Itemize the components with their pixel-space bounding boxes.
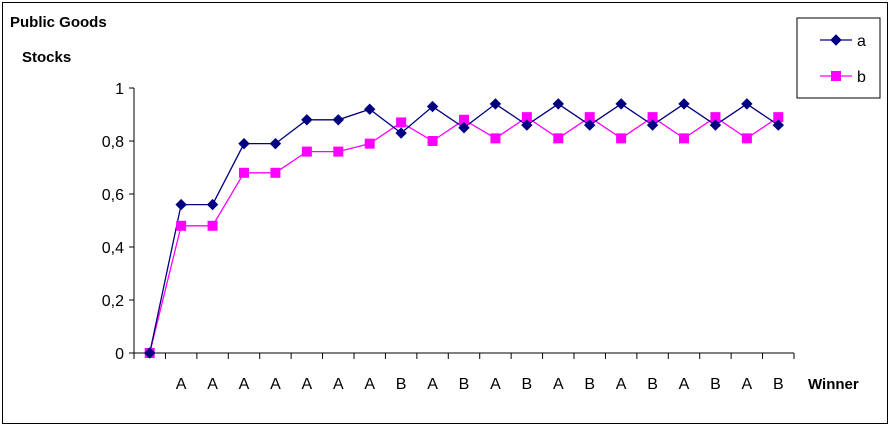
y-axis-title-line1: Public Goods (10, 14, 107, 31)
x-tick-label: B (773, 376, 784, 393)
data-point-a (175, 198, 187, 211)
data-point-a (678, 98, 690, 110)
y-tick-label: 0,4 (102, 240, 124, 257)
series-line-b (149, 116, 779, 354)
data-point-a (144, 347, 156, 359)
data-point-a (206, 198, 219, 211)
data-point-b (364, 138, 375, 149)
x-tick-label: B (522, 376, 533, 393)
data-point-b (396, 117, 407, 128)
x-tick-label: A (207, 376, 218, 393)
data-point-a (301, 114, 313, 126)
y-tick-label: 0 (115, 346, 124, 363)
x-tick-label: B (396, 376, 407, 393)
x-tick-label: B (459, 376, 470, 393)
data-point-b (176, 220, 187, 231)
series-markers (144, 98, 784, 359)
x-tick-label: A (176, 376, 187, 393)
data-point-a (709, 119, 722, 131)
legend: ab (796, 17, 881, 99)
y-tick-label: 0,2 (102, 293, 124, 310)
legend-label-b: b (857, 69, 866, 86)
data-point-b (490, 133, 501, 144)
data-point-b (207, 220, 218, 231)
x-tick-label: A (742, 376, 753, 393)
data-point-b (679, 133, 689, 144)
data-point-a (741, 98, 753, 110)
data-point-a (646, 119, 659, 131)
x-tick-label: A (490, 376, 501, 393)
y-tick-label: 0,8 (102, 134, 124, 151)
data-point-a (332, 114, 344, 126)
data-point-a (238, 137, 250, 150)
data-point-a (584, 119, 596, 131)
legend-marker-a (830, 34, 842, 46)
data-point-a (458, 122, 470, 134)
legend-label-a: a (857, 33, 866, 50)
y-tick-label: 0,6 (102, 187, 124, 204)
y-axis-title-line2: Stocks (22, 49, 71, 66)
data-point-b (427, 136, 438, 146)
data-point-a (552, 98, 564, 110)
x-tick-label: A (679, 376, 690, 393)
x-tick-label: B (647, 376, 658, 393)
data-point-a (489, 98, 502, 110)
data-point-b (270, 167, 281, 178)
data-point-b (553, 133, 564, 144)
data-point-a (772, 119, 784, 131)
y-tick-labels: 0 0,2 0,4 0,6 0,8 1 (102, 81, 124, 363)
x-tick-label: A (333, 376, 344, 393)
axes (129, 87, 795, 359)
data-point-b (616, 133, 627, 144)
data-point-b (741, 133, 752, 144)
data-point-a (395, 127, 407, 139)
y-tick-label: 1 (115, 81, 124, 98)
x-tick-label: A (553, 376, 564, 393)
x-tick-label: A (239, 376, 250, 393)
x-tick-label: B (584, 376, 595, 393)
data-point-a (269, 137, 282, 150)
x-tick-label: B (710, 376, 721, 393)
legend-marker-b (831, 71, 841, 81)
x-tick-label: A (302, 376, 313, 393)
x-tick-label: A (616, 376, 627, 393)
data-point-a (615, 98, 627, 110)
x-tick-label: A (427, 376, 438, 393)
x-tick-label: A (364, 376, 375, 393)
data-point-b (239, 167, 249, 178)
data-point-a (426, 100, 439, 113)
data-point-b (301, 146, 312, 157)
data-point-a (364, 103, 376, 115)
x-axis-title: Winner (808, 376, 859, 393)
data-point-a (521, 119, 533, 131)
data-point-b (333, 146, 344, 157)
x-tick-label: A (270, 376, 281, 393)
legend-box (796, 17, 881, 99)
